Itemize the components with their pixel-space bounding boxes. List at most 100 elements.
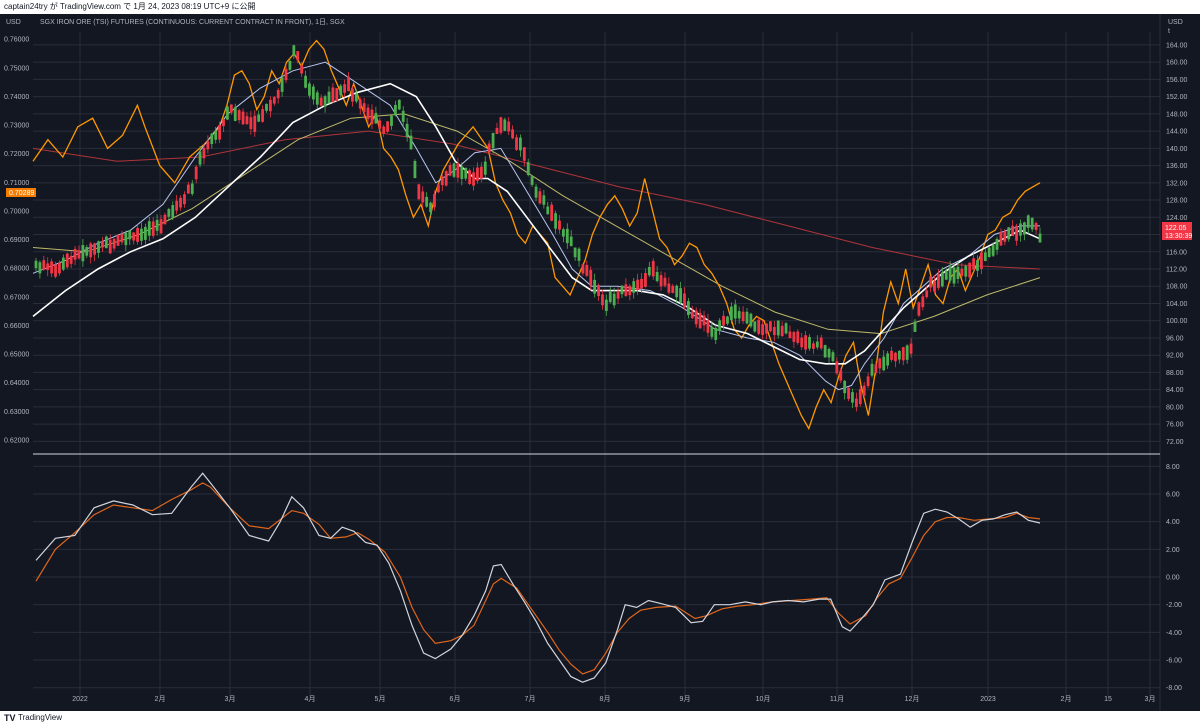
candle-body: [202, 147, 206, 159]
candle-body: [690, 311, 694, 319]
x-tick-label: 10月: [756, 695, 771, 703]
right-tick-label: 104.00: [1166, 301, 1188, 308]
osc-tick-label: 0.00: [1166, 575, 1180, 582]
candle-body: [440, 176, 444, 186]
candle-body: [73, 248, 77, 260]
candle-body: [647, 267, 651, 276]
candle-body: [683, 293, 686, 308]
candle-body: [909, 343, 913, 354]
candle-body: [358, 99, 362, 109]
candle-body: [77, 250, 81, 259]
candle-body: [386, 121, 389, 132]
left-tick-label: 0.76000: [4, 37, 29, 44]
candle-body: [589, 269, 593, 285]
candle-body: [632, 281, 636, 293]
candle-body: [284, 68, 288, 81]
candle-body: [956, 266, 960, 279]
candle-body: [995, 239, 999, 250]
candle-body: [417, 184, 421, 200]
candle-body: [616, 290, 620, 299]
candle-body: [948, 266, 952, 281]
candle-body: [460, 166, 464, 179]
candle-body: [839, 370, 843, 381]
left-tick-label: 0.73000: [4, 123, 29, 130]
right-price-badge-value: 122.05: [1165, 225, 1187, 232]
candle-body: [749, 313, 753, 327]
candle-body: [331, 87, 335, 103]
right-tick-label: 136.00: [1166, 163, 1188, 170]
candle-body: [151, 221, 155, 236]
candle-body: [530, 176, 534, 185]
candle-body: [362, 103, 366, 113]
candle-body: [843, 380, 847, 394]
candle-body: [636, 279, 640, 291]
candle-body: [804, 335, 808, 350]
candle-body: [561, 229, 565, 237]
candle-body: [429, 202, 432, 212]
candle-body: [526, 162, 530, 175]
candle-body: [901, 347, 905, 361]
left-tick-label: 0.74000: [4, 94, 29, 101]
chart-area[interactable]: 164.00 160.00 156.00 152.00 148.00 144.00 140.…: [0, 14, 1200, 711]
axis-layer: 164.00160.00156.00152.00148.00144.00140.…: [4, 37, 1188, 703]
candle-body: [964, 265, 968, 277]
candle-body: [89, 243, 93, 258]
candle-body: [233, 107, 237, 121]
candle-body: [675, 285, 679, 298]
candle-body: [980, 252, 983, 269]
candle-body: [421, 191, 425, 203]
candle-body: [206, 141, 210, 150]
candle-body: [354, 93, 358, 102]
candle-body: [108, 239, 112, 254]
candle-body: [1003, 231, 1007, 242]
candle-body: [319, 97, 323, 106]
candle-body: [976, 260, 979, 271]
x-tick-label: 3月: [1145, 695, 1156, 703]
candle-body: [565, 228, 569, 244]
candle-body: [960, 268, 964, 276]
candle-body: [569, 236, 573, 247]
right-tick-label: 128.00: [1166, 198, 1188, 205]
candle-body: [499, 117, 503, 133]
candle-body: [585, 264, 589, 276]
candle-body: [831, 352, 835, 362]
candle-body: [61, 257, 65, 270]
candle-body: [710, 326, 714, 337]
oscillator-slow-line: [35, 482, 1041, 675]
candle-body: [772, 327, 776, 336]
candle-body: [546, 206, 550, 215]
candle-body: [167, 208, 171, 217]
candle-body: [913, 321, 917, 332]
candle-body: [34, 260, 38, 269]
candle-body: [1015, 225, 1018, 241]
right-tick-label: 148.00: [1166, 111, 1188, 118]
candle-body: [659, 275, 663, 287]
candle-body: [163, 214, 167, 225]
publisher-bar: captain24try が TradingView.com で 1月 24, …: [0, 0, 1200, 14]
right-tick-label: 160.00: [1166, 60, 1188, 67]
right-tick-label: 152.00: [1166, 94, 1188, 101]
candle-body: [444, 171, 448, 186]
candle-body: [42, 260, 46, 270]
candle-body: [397, 99, 401, 110]
candle-body: [812, 343, 815, 349]
candle-body: [897, 350, 901, 360]
candle-body: [921, 296, 925, 308]
light-moving-average-line: [32, 61, 1040, 391]
chart-svg[interactable]: 164.00160.00156.00152.00148.00144.00140.…: [0, 14, 1200, 711]
candle-body: [534, 186, 538, 198]
candle-body: [143, 226, 147, 240]
candle-body: [308, 83, 311, 96]
candle-body: [581, 264, 585, 274]
candle-body: [249, 117, 253, 130]
candle-body: [327, 91, 331, 104]
tradingview-logo-icon: TV: [4, 713, 16, 723]
candle-body: [929, 276, 933, 288]
candle-body: [38, 262, 42, 274]
candle-body: [159, 219, 163, 234]
right-tick-label: 80.00: [1166, 404, 1184, 411]
candle-body: [300, 65, 304, 74]
candle-body: [862, 385, 866, 396]
candle-body: [726, 316, 729, 324]
candle-body: [210, 133, 214, 145]
